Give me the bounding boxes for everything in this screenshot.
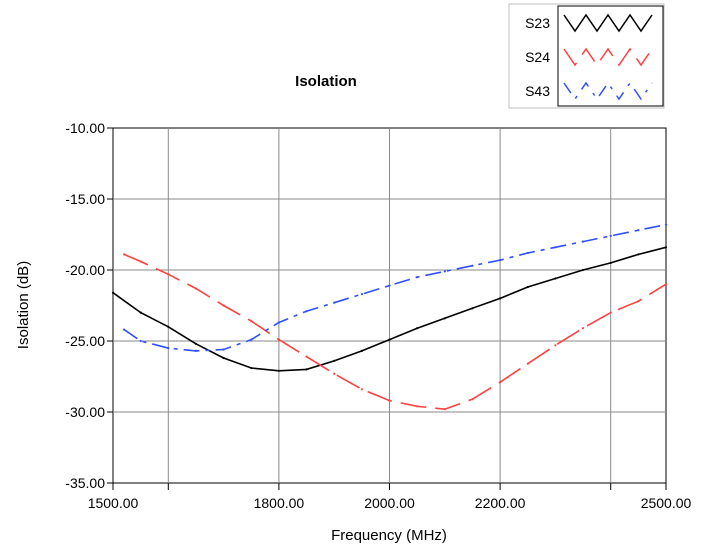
legend-swatch-box	[557, 5, 664, 107]
data-point-s43	[499, 259, 502, 262]
data-point-s43	[123, 328, 126, 331]
data-point-s23	[443, 317, 446, 320]
data-point-s43	[443, 270, 446, 273]
legend-label-s24: S24	[525, 49, 550, 65]
data-point-s24	[443, 408, 446, 411]
data-point-s24	[609, 311, 612, 314]
data-point-s23	[305, 368, 308, 371]
data-point-s23	[499, 297, 502, 300]
data-point-s23	[581, 268, 585, 272]
data-point-s24	[167, 273, 170, 276]
data-point-s24	[222, 304, 225, 307]
data-point-s24	[471, 398, 474, 401]
data-point-s24	[499, 381, 502, 384]
legend-swatch-s43	[563, 81, 653, 101]
data-point-s23	[167, 325, 170, 328]
data-point-s24	[250, 320, 253, 323]
y-tick-label: -20.00	[65, 262, 105, 278]
data-point-s43	[471, 264, 474, 267]
data-point-s24	[526, 362, 529, 365]
legend-swatch-s23	[563, 13, 653, 33]
data-point-s23	[637, 253, 640, 256]
legend: S23 S24 S43	[508, 3, 665, 109]
x-tick-label: 1800.00	[254, 495, 305, 511]
data-point-s43	[333, 301, 336, 304]
y-tick-label: -25.00	[65, 333, 105, 349]
data-point-s24	[581, 327, 585, 330]
data-point-s23	[471, 307, 474, 310]
data-point-s23	[194, 342, 197, 345]
data-point-s23	[609, 261, 612, 264]
data-point-s43	[664, 223, 668, 226]
data-point-s23	[664, 246, 668, 249]
data-point-s43	[581, 240, 585, 243]
data-point-s43	[609, 234, 612, 237]
legend-swatch-s24	[563, 47, 653, 67]
data-point-s23	[360, 349, 363, 352]
grid-layer	[113, 128, 666, 483]
data-point-s23	[250, 366, 253, 370]
data-point-s24	[277, 338, 280, 341]
data-point-s23	[277, 369, 280, 372]
data-point-s24	[305, 355, 308, 358]
data-point-s23	[388, 338, 391, 341]
axes-layer: 1500.00 1800.00 2000.00 2200.00 2500.00 -35.0…	[65, 120, 691, 511]
y-axis-label: Isolation (dB)	[15, 261, 32, 349]
data-point-s24	[139, 260, 142, 263]
data-point-s24	[554, 344, 557, 347]
data-point-s24	[333, 372, 336, 375]
data-point-s43	[554, 246, 557, 249]
data-point-s43	[250, 338, 253, 341]
data-point-s43	[637, 229, 640, 232]
data-point-s43	[139, 339, 142, 343]
x-axis-label: Frequency (MHz)	[331, 527, 447, 544]
y-tick-label: -30.00	[65, 404, 105, 420]
data-point-s23	[416, 327, 419, 330]
x-tick-label: 2200.00	[475, 495, 526, 511]
data-point-s43	[194, 349, 197, 352]
data-point-s43	[277, 321, 280, 324]
data-point-s24	[388, 399, 391, 402]
data-point-s43	[222, 348, 225, 351]
legend-label-s43: S43	[525, 83, 550, 99]
y-tick-label: -10.00	[65, 120, 105, 136]
data-point-s23	[333, 359, 336, 362]
data-point-s23	[222, 356, 225, 360]
data-point-s24	[664, 283, 668, 286]
data-point-s23	[111, 291, 115, 294]
y-tick-label: -15.00	[65, 191, 105, 207]
y-tick-label: -35.00	[65, 475, 105, 491]
data-point-s24	[637, 300, 640, 303]
x-tick-label: 1500.00	[88, 495, 139, 511]
data-point-s23	[526, 285, 529, 289]
data-point-s43	[360, 293, 363, 296]
data-point-s43	[416, 276, 419, 279]
data-point-s43	[526, 251, 529, 255]
legend-label-s23: S23	[525, 15, 550, 31]
x-tick-label: 2500.00	[641, 495, 692, 511]
data-point-s23	[139, 311, 142, 314]
data-point-s24	[194, 287, 197, 290]
data-point-s43	[388, 284, 391, 287]
series-line-s43	[123, 223, 667, 352]
data-point-s43	[167, 347, 170, 350]
data-point-s24	[123, 253, 126, 256]
data-point-s23	[554, 277, 557, 280]
data-point-s43	[305, 310, 308, 313]
x-tick-label: 2000.00	[364, 495, 415, 511]
chart-title: Isolation	[295, 73, 357, 90]
data-point-s24	[360, 388, 363, 391]
data-point-s24	[416, 405, 419, 408]
series-layer	[111, 223, 668, 411]
